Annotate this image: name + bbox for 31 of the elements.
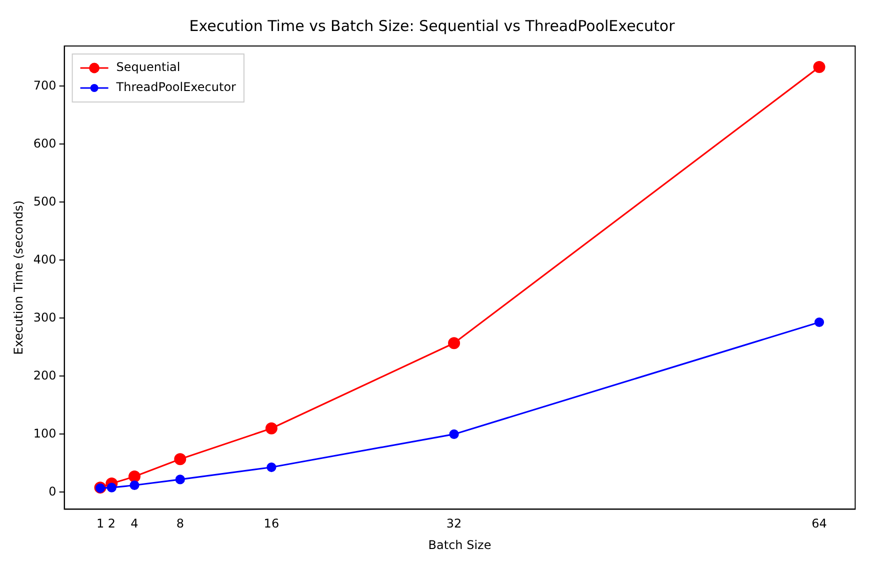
point [175, 474, 185, 484]
x-tick-label: 16 [264, 516, 280, 531]
x-tick-label: 2 [108, 516, 116, 531]
x-axis-title: Batch Size [428, 538, 492, 552]
y-tick-label: 100 [33, 426, 56, 440]
y-tick-label: 200 [33, 368, 56, 382]
point [174, 453, 186, 466]
y-tick-label: 600 [33, 136, 56, 150]
point [266, 462, 276, 472]
legend-label: Sequential [116, 60, 180, 74]
y-tick-label: 500 [33, 194, 56, 208]
point [448, 337, 460, 350]
point [265, 422, 278, 434]
y-tick-label: 400 [33, 252, 56, 266]
point [128, 470, 140, 483]
x-tick-label: 4 [130, 516, 138, 531]
y-axis-title: Execution Time (seconds) [11, 200, 26, 355]
y-tick-label: 0 [48, 484, 56, 498]
x-tick-label: 1 [96, 516, 104, 531]
point [449, 429, 459, 440]
y-tick-label: 700 [33, 78, 56, 92]
y-tick-label: 300 [33, 310, 56, 324]
x-tick-label: 8 [176, 516, 184, 531]
point [814, 317, 824, 328]
x-tick-label: 32 [446, 516, 462, 531]
x-tick-label: 64 [812, 516, 827, 531]
point [813, 61, 826, 74]
legend-label: ThreadPoolExecutor [115, 80, 236, 94]
point [130, 480, 140, 490]
chart-title: Execution Time vs Batch Size: Sequential vs ThreadPoolExecutor [189, 16, 676, 35]
point [106, 482, 116, 492]
